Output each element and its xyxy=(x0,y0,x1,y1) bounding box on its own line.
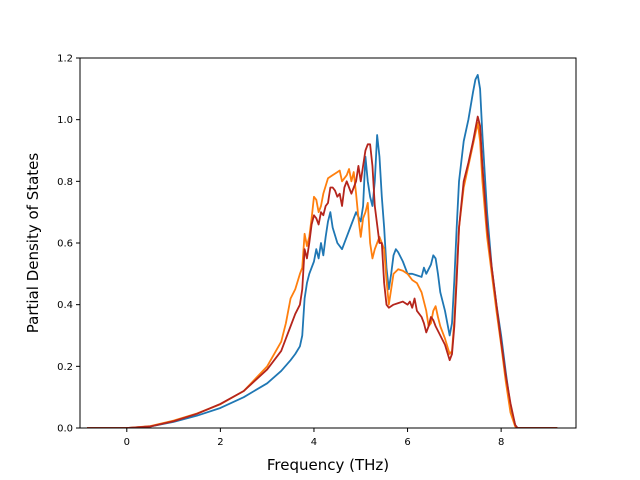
y-axis-ticks: 0.0 0.2 0.4 0.6 0.8 1.0 1.2 xyxy=(57,54,80,435)
series-line-1 xyxy=(87,74,558,428)
x-tick-label: 6 xyxy=(404,437,410,448)
x-axis-ticks: 0 2 4 6 8 xyxy=(124,428,504,448)
y-tick-label: 1.2 xyxy=(57,54,73,65)
x-tick-label: 4 xyxy=(311,437,317,448)
x-axis-label: Frequency (THz) xyxy=(267,456,389,474)
y-axis-label: Partial Density of States xyxy=(24,153,42,334)
plot-area xyxy=(79,57,577,429)
y-tick-label: 1.0 xyxy=(57,115,73,126)
plot-frame xyxy=(79,57,577,429)
series-line-3 xyxy=(87,115,558,428)
y-tick-label: 0.2 xyxy=(57,362,73,373)
series-layer xyxy=(87,74,558,428)
y-tick-label: 0.0 xyxy=(57,424,73,435)
x-tick-label: 0 xyxy=(124,437,130,448)
x-tick-label: 8 xyxy=(498,437,504,448)
y-tick-label: 0.6 xyxy=(57,239,73,250)
series-line-2 xyxy=(87,121,558,428)
y-tick-label: 0.4 xyxy=(57,300,73,311)
y-tick-label: 0.8 xyxy=(57,177,73,188)
x-tick-label: 2 xyxy=(217,437,223,448)
